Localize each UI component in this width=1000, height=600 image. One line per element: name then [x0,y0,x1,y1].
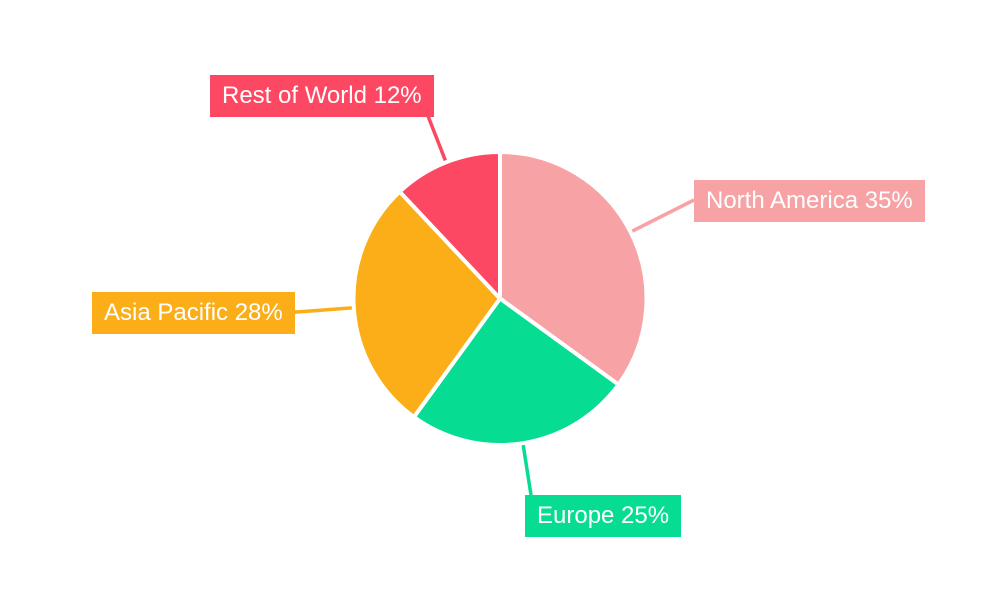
callout-label-rest-of-world: Rest of World 12% [210,75,434,117]
leader-line-north-america [628,198,695,235]
leader-lines [289,115,695,496]
leader-line-asia-pacific [289,305,356,315]
leader-line-europe [520,441,533,496]
pie-slices [351,150,649,447]
pie-slice-rest-of-world [397,150,502,301]
leader-line-rest-of-world [426,115,449,165]
callout-label-asia-pacific: Asia Pacific 28% [92,292,295,334]
callout-label-north-america: North America 35% [694,180,925,222]
pie-slice-asia-pacific [351,189,502,420]
callout-label-europe: Europe 25% [525,495,682,537]
pie-slice-north-america [498,150,649,387]
pie-slice-europe [411,296,621,447]
